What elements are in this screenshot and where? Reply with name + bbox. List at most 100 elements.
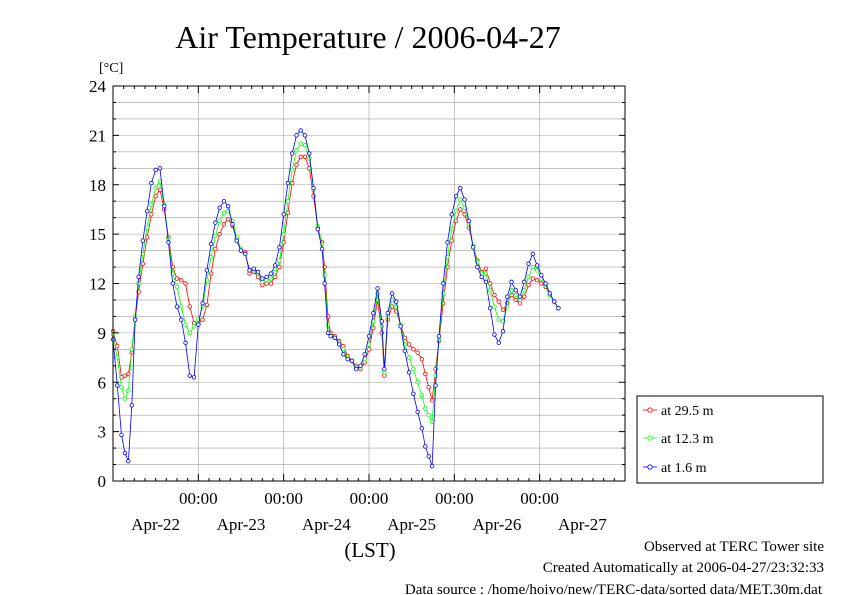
data-point [526, 274, 531, 280]
data-point [161, 203, 167, 209]
data-point [492, 304, 497, 309]
data-point [419, 426, 425, 431]
series-layer [110, 128, 561, 469]
data-point [251, 266, 256, 271]
data-point [492, 332, 497, 337]
data-point [272, 274, 278, 280]
data-point [302, 154, 308, 159]
data-point [345, 357, 350, 362]
data-point [311, 185, 316, 191]
data-point [411, 347, 416, 352]
legend-label: at 12.3 m [661, 432, 714, 447]
y-tick-label: 12 [89, 275, 106, 294]
x-date-tick-label: Apr-26 [473, 515, 522, 534]
data-point [170, 281, 175, 286]
data-point [281, 231, 286, 237]
data-point [522, 279, 527, 285]
data-point [466, 218, 472, 224]
data-point [255, 269, 261, 275]
data-point [115, 383, 120, 388]
data-point [436, 333, 442, 339]
data-point [129, 347, 134, 352]
data-point [530, 264, 536, 270]
data-point [458, 197, 463, 202]
data-point [319, 246, 325, 252]
x-time-tick-label: 00:00 [264, 489, 303, 508]
data-point [415, 350, 420, 355]
data-point [406, 355, 412, 360]
data-point [500, 307, 506, 313]
data-point [483, 266, 489, 271]
data-point [462, 197, 467, 202]
data-point [453, 218, 459, 224]
data-point [539, 273, 544, 278]
chart-title: Air Temperature / 2006-04-27 [175, 19, 561, 55]
data-point [500, 329, 506, 334]
x-axis-label: (LST) [344, 538, 395, 562]
data-point [281, 212, 286, 217]
data-point [204, 268, 210, 273]
data-point [272, 269, 278, 275]
data-point [426, 412, 431, 418]
data-point [402, 348, 408, 354]
data-point [285, 180, 291, 186]
data-point [530, 276, 536, 281]
data-point [208, 254, 214, 260]
data-point [217, 218, 222, 224]
data-point [354, 366, 359, 372]
data-point [415, 409, 420, 415]
data-point [153, 185, 158, 191]
x-date-tick-label: Apr-22 [131, 515, 180, 534]
data-point [426, 454, 431, 459]
data-point [136, 281, 141, 286]
data-point [423, 406, 428, 411]
data-point [453, 208, 459, 214]
data-point [157, 166, 163, 171]
data-point [183, 340, 188, 345]
data-point [298, 141, 303, 146]
data-point [272, 263, 278, 268]
data-point [526, 261, 531, 266]
data-point [126, 388, 131, 393]
y-axis-unit: [°C] [99, 61, 123, 76]
data-point [556, 305, 561, 311]
data-point [179, 317, 184, 322]
data-point [238, 248, 244, 253]
data-point [221, 210, 227, 215]
data-point [119, 384, 124, 390]
data-point [187, 330, 192, 336]
data-point [332, 335, 338, 341]
data-point [166, 240, 171, 245]
data-point [213, 233, 218, 238]
data-point [129, 403, 134, 408]
data-point [144, 208, 150, 214]
data-point [406, 342, 412, 347]
data-point [149, 202, 154, 207]
y-tick-label: 0 [98, 472, 107, 491]
data-point [483, 279, 489, 285]
data-point [132, 317, 138, 322]
data-point [302, 143, 308, 148]
data-point [470, 245, 476, 250]
legend-marker [647, 464, 653, 470]
data-point [441, 281, 446, 286]
data-point [513, 292, 518, 298]
data-point [277, 264, 282, 270]
data-point [513, 287, 518, 293]
x-time-tick-label: 00:00 [179, 489, 218, 508]
y-tick-label: 21 [89, 126, 106, 145]
data-point [179, 304, 184, 309]
data-point [149, 180, 154, 186]
data-point [200, 317, 205, 322]
data-point [187, 373, 192, 378]
data-point [341, 352, 346, 357]
data-point [325, 322, 331, 327]
legend-label: at 1.6 m [661, 461, 707, 476]
grid [113, 85, 625, 482]
data-point [449, 226, 454, 232]
data-point [225, 203, 231, 209]
data-point [358, 363, 363, 368]
data-point [496, 317, 501, 322]
data-point [115, 343, 120, 349]
data-point [534, 278, 540, 283]
